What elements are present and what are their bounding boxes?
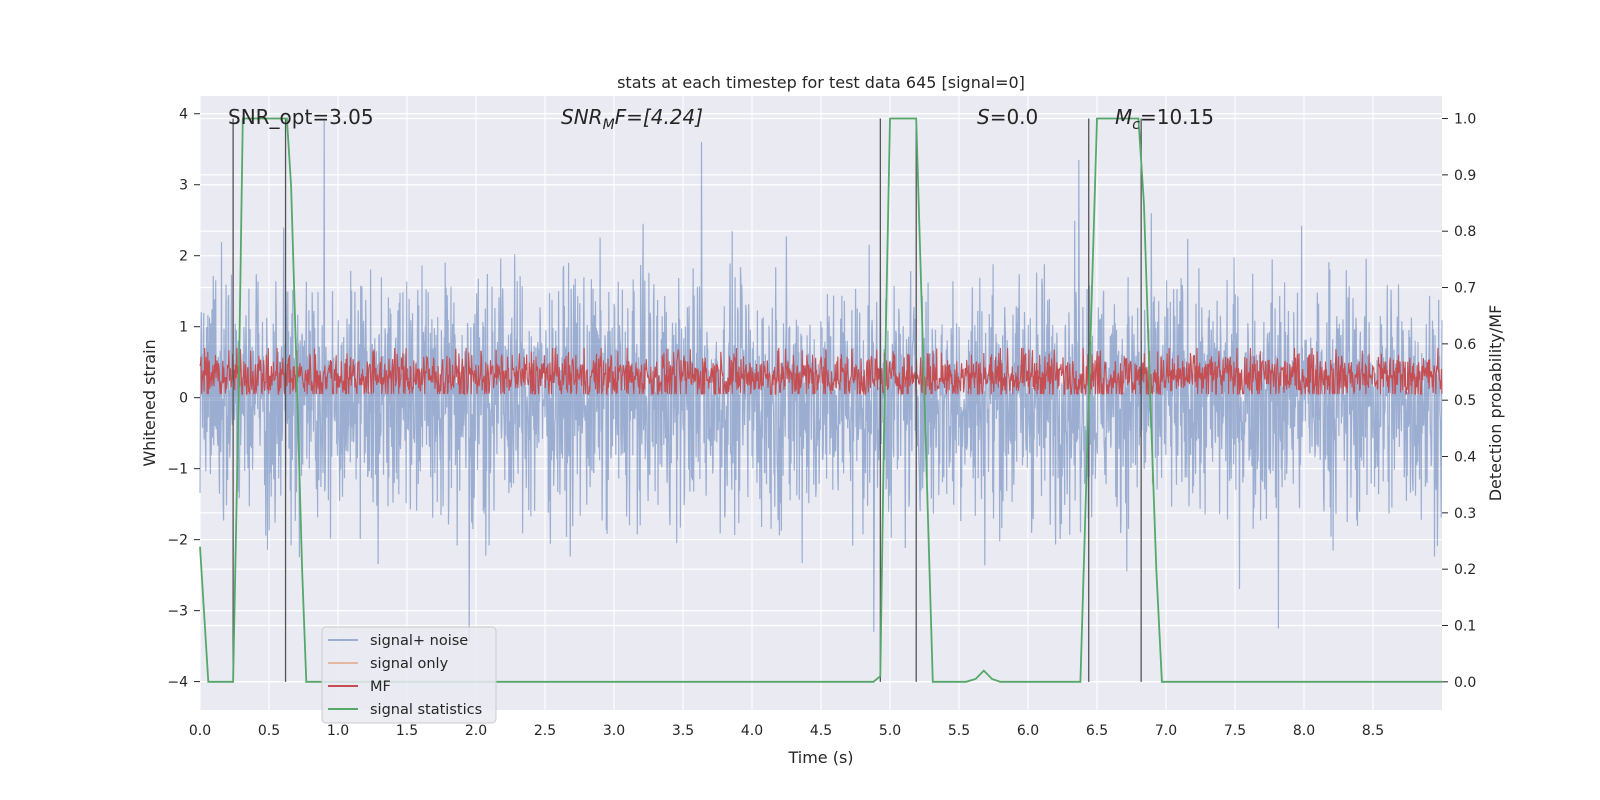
x-tick-label: 7.0 — [1155, 723, 1177, 739]
x-tick-label: 1.0 — [327, 723, 349, 739]
x-axis-ticks: 0.0 0.5 1.0 1.5 2.0 2.5 3.0 3.5 4.0 4.5 5.0 5.5 6.0 6… — [189, 723, 1384, 739]
y2-tick-label: 1.0 — [1454, 112, 1476, 128]
x-tick-label: 8.5 — [1362, 723, 1384, 739]
x-tick-label: 3.0 — [603, 723, 625, 739]
legend-label-signal-noise: signal+ noise — [370, 633, 468, 649]
series-signal-noise — [199, 120, 1443, 643]
legend-label-signal-only: signal only — [370, 656, 449, 672]
y2-tick-label: 0.1 — [1454, 619, 1476, 635]
annotation-snr-opt: SNR_opt=3.05 — [228, 105, 374, 129]
y-axis-ticks: −4 −3 −2 −1 0 1 2 3 4 — [167, 107, 200, 691]
x-tick-label: 4.5 — [810, 723, 832, 739]
x-tick-label: 0.5 — [258, 723, 280, 739]
y-axis-label: Whitened strain — [140, 339, 159, 466]
y2-tick-label: 0.8 — [1454, 224, 1476, 240]
x-tick-label: 3.5 — [672, 723, 694, 739]
y-tick-label: 2 — [179, 249, 188, 265]
y-tick-label: 4 — [179, 107, 188, 123]
x-tick-label: 5.5 — [948, 723, 970, 739]
y2-tick-label: 0.4 — [1454, 450, 1476, 466]
y2-tick-label: 0.7 — [1454, 281, 1476, 297]
x-tick-label: 0.0 — [189, 723, 211, 739]
x-tick-label: 2.5 — [534, 723, 556, 739]
y-tick-label: −1 — [167, 462, 188, 478]
y-tick-label: −4 — [167, 675, 188, 691]
y-tick-label: −2 — [167, 533, 188, 549]
y2-axis-label: Detection probability/MF — [1486, 305, 1505, 502]
x-tick-label: 6.5 — [1086, 723, 1108, 739]
y-tick-label: 0 — [179, 391, 188, 407]
series-mf — [199, 347, 1443, 397]
legend: signal+ noise signal only MF signal stat… — [321, 626, 497, 724]
chart-title: stats at each timestep for test data 645… — [617, 73, 1025, 92]
x-tick-label: 4.0 — [741, 723, 763, 739]
y2-tick-label: 0.6 — [1454, 337, 1476, 353]
y-tick-label: 3 — [179, 178, 188, 194]
x-tick-label: 8.0 — [1293, 723, 1315, 739]
x-axis-label: Time (s) — [787, 748, 853, 767]
y2-tick-label: 0.0 — [1454, 675, 1476, 691]
annotation-s-value: S=0.0 — [977, 105, 1038, 129]
y2-axis-ticks: 0.0 0.1 0.2 0.3 0.4 0.5 0.6 0.7 0.8 0.9 1.0 — [1442, 112, 1476, 691]
series-signal-statistics — [199, 117, 1442, 683]
y-tick-label: −3 — [167, 604, 188, 620]
y2-tick-label: 0.5 — [1454, 393, 1476, 409]
x-tick-label: 2.0 — [465, 723, 487, 739]
x-tick-label: 7.5 — [1224, 723, 1246, 739]
y2-tick-label: 0.9 — [1454, 168, 1476, 184]
x-tick-label: 6.0 — [1017, 723, 1039, 739]
annotation-mc-value: Mc=10.15 — [1115, 105, 1214, 133]
y2-tick-label: 0.3 — [1454, 506, 1476, 522]
annotation-snr-mf: SNRMF=[4.24] — [561, 105, 703, 133]
x-tick-label: 1.5 — [396, 723, 418, 739]
legend-label-signal-statistics: signal statistics — [370, 702, 482, 718]
legend-label-mf: MF — [370, 679, 391, 695]
y-tick-label: 1 — [179, 320, 188, 336]
y2-tick-label: 0.2 — [1454, 562, 1476, 578]
legend-box — [321, 626, 497, 724]
x-tick-label: 5.0 — [879, 723, 901, 739]
plot-series-area — [199, 117, 1443, 683]
